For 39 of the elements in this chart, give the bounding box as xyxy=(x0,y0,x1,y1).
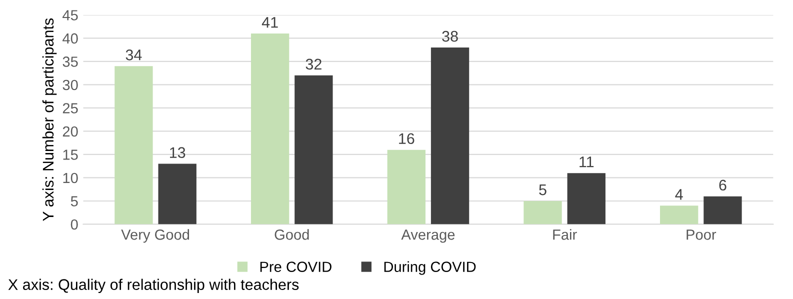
y-tick-label: 40 xyxy=(62,33,78,44)
y-tick-label: 5 xyxy=(70,196,78,206)
data-label: 6 xyxy=(719,180,726,191)
text: X axis: Quality of relationship with teachers xyxy=(8,278,299,294)
data-label: 13 xyxy=(170,147,186,158)
data-label: 11 xyxy=(580,156,594,168)
data-label: 16 xyxy=(399,133,414,144)
bar xyxy=(524,200,562,224)
x-tick-label: Poor xyxy=(686,230,716,240)
legend-label: During COVID xyxy=(384,261,476,275)
y-axis-title: Y axis: Number of participants xyxy=(42,18,57,222)
x-tick-label: Good xyxy=(274,229,309,240)
bar xyxy=(387,150,426,224)
data-label: 34 xyxy=(126,49,142,60)
bar xyxy=(158,164,196,224)
y-tick-label: 45 xyxy=(62,10,78,20)
bar xyxy=(250,34,290,224)
data-label: 5 xyxy=(539,184,546,196)
legend-label: Pre COVID xyxy=(260,262,332,272)
y-tick-label: 35 xyxy=(62,56,78,67)
bar xyxy=(430,48,470,224)
y-tick-label: 25 xyxy=(62,103,78,114)
x-tick-label: Fair xyxy=(553,229,577,240)
y-tick-label: 15 xyxy=(63,150,78,160)
data-label: 38 xyxy=(442,30,458,42)
y-tick-label: 30 xyxy=(62,80,78,90)
y-tick-label: 20 xyxy=(62,126,78,137)
x-tick-label: Very Good xyxy=(121,229,190,243)
data-label: 41 xyxy=(262,17,278,28)
data-label: 32 xyxy=(306,58,322,70)
bar xyxy=(294,75,333,224)
bar xyxy=(114,66,153,224)
bar xyxy=(567,173,606,224)
y-tick-label: 10 xyxy=(63,172,78,184)
bar xyxy=(704,196,742,224)
bar xyxy=(660,206,698,224)
data-label: 4 xyxy=(675,189,683,200)
x-tick-label: Average xyxy=(401,230,455,243)
y-tick-label: 0 xyxy=(70,219,78,230)
